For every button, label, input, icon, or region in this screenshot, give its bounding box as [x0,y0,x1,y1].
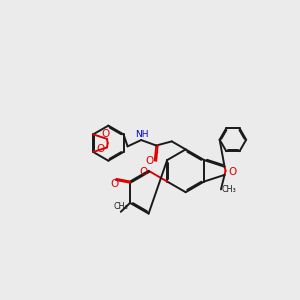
Text: O: O [96,144,105,154]
Text: O: O [228,167,236,177]
Text: CH₃: CH₃ [113,202,128,211]
Text: O: O [145,155,154,166]
Text: O: O [111,179,119,189]
Text: O: O [101,129,110,139]
Text: CH₃: CH₃ [222,185,237,194]
Text: NH: NH [135,130,148,139]
Text: O: O [139,167,147,177]
